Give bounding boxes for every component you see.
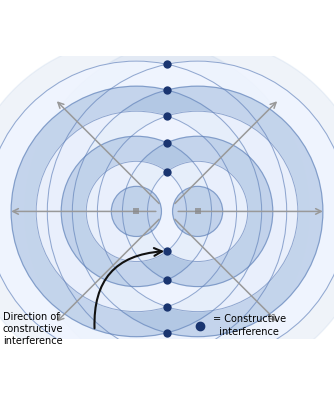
Circle shape: [47, 61, 334, 362]
Bar: [194, 208, 201, 214]
Circle shape: [72, 86, 323, 337]
Circle shape: [61, 136, 211, 286]
Circle shape: [86, 161, 186, 261]
Circle shape: [123, 136, 273, 286]
Circle shape: [0, 39, 309, 384]
Circle shape: [173, 186, 223, 237]
Circle shape: [98, 111, 298, 312]
Circle shape: [25, 39, 334, 384]
Text: Direction of
constructive
interference: Direction of constructive interference: [3, 312, 63, 346]
Circle shape: [111, 186, 161, 237]
Bar: [133, 208, 140, 214]
Circle shape: [36, 111, 236, 312]
Circle shape: [0, 61, 287, 362]
Text: = Constructive
  interference: = Constructive interference: [213, 314, 286, 337]
Circle shape: [148, 161, 248, 261]
Circle shape: [11, 86, 262, 337]
